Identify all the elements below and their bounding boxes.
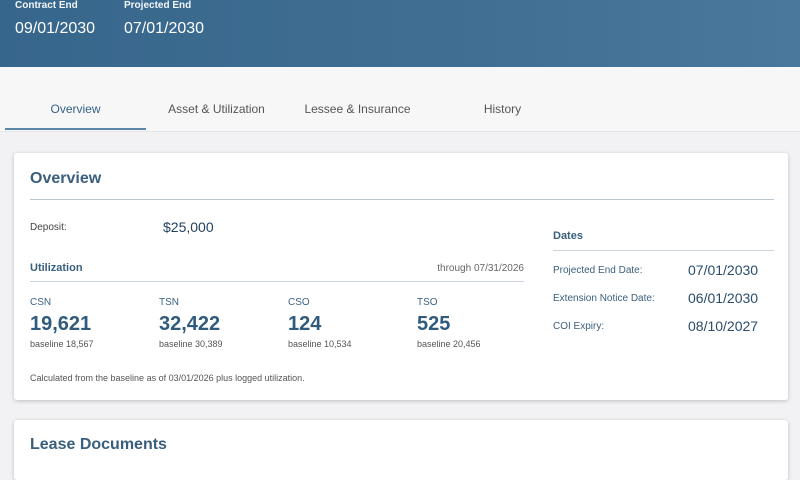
dates-divider (553, 250, 774, 251)
header-banner: Contract End 09/01/2030 Projected End 07… (0, 0, 800, 67)
date-label: COI Expiry: (553, 321, 605, 332)
metric-name: CSO (288, 297, 310, 308)
tab-overview[interactable]: Overview (5, 67, 146, 130)
metric-value: 525 (417, 313, 451, 335)
metric-tsn: TSN 32,422 baseline 30,389 (159, 297, 279, 349)
tab-asset-utilization[interactable]: Asset & Utilization (168, 102, 265, 116)
dates-title: Dates (553, 230, 583, 242)
utilization-note: Calculated from the baseline as of 03/01… (30, 373, 305, 383)
deposit-label: Deposit: (30, 222, 67, 233)
lease-documents-card: Lease Documents (14, 420, 788, 480)
metric-name: TSO (417, 297, 438, 308)
utilization-divider (30, 281, 524, 282)
overview-title: Overview (30, 170, 102, 187)
metric-csn: CSN 19,621 baseline 18,567 (30, 297, 150, 349)
date-value: 08/10/2027 (688, 318, 759, 334)
date-value: 06/01/2030 (688, 290, 759, 306)
tab-bar: Overview Asset & Utilization Lessee & In… (0, 67, 800, 132)
metric-baseline: baseline 10,534 (288, 339, 352, 349)
metric-baseline: baseline 30,389 (159, 339, 223, 349)
deposit-value: $25,000 (163, 219, 214, 235)
date-label: Projected End Date: (553, 265, 643, 276)
tab-lessee-insurance[interactable]: Lessee & Insurance (304, 102, 411, 116)
metric-baseline: baseline 20,456 (417, 339, 481, 349)
metric-tso: TSO 525 baseline 20,456 (417, 297, 537, 349)
projected-end-label: Projected End (124, 0, 192, 11)
metric-name: TSN (159, 297, 179, 308)
metric-value: 124 (288, 313, 322, 335)
metric-name: CSN (30, 297, 52, 308)
projected-end-value: 07/01/2030 (124, 20, 205, 37)
metric-value: 32,422 (159, 313, 221, 335)
overview-card: Overview Deposit: $25,000 Utilization th… (14, 153, 788, 400)
utilization-title: Utilization (30, 262, 83, 274)
date-value: 07/01/2030 (688, 262, 759, 278)
contract-end-value: 09/01/2030 (15, 20, 96, 37)
metric-value: 19,621 (30, 313, 92, 335)
contract-end-label: Contract End (15, 0, 78, 11)
date-label: Extension Notice Date: (553, 293, 655, 304)
metric-baseline: baseline 18,567 (30, 339, 94, 349)
utilization-through-date: through 07/31/2026 (437, 263, 524, 274)
tab-history[interactable]: History (483, 102, 522, 116)
metric-cso: CSO 124 baseline 10,534 (288, 297, 408, 349)
overview-divider (30, 199, 774, 200)
lease-documents-title: Lease Documents (30, 436, 167, 453)
